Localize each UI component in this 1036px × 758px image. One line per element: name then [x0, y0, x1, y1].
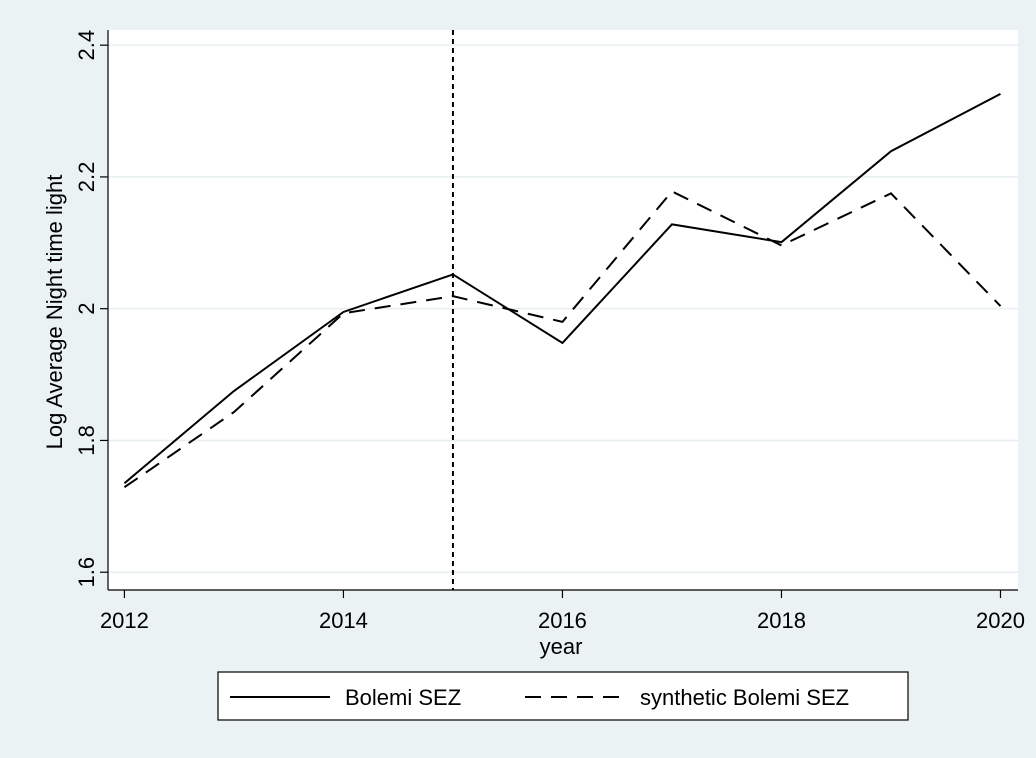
x-axis-title: year: [540, 634, 583, 659]
series-line: [123, 190, 1002, 489]
series-line: [123, 93, 1001, 485]
x-tick-label: 2012: [100, 608, 149, 633]
x-tick-label: 2014: [319, 608, 368, 633]
y-tick-label: 1.6: [74, 557, 99, 588]
y-tick-label: 2.2: [74, 162, 99, 193]
x-tick-label: 2020: [976, 608, 1025, 633]
y-tick-label: 2: [74, 303, 99, 315]
x-tick-label: 2016: [538, 608, 587, 633]
y-tick-label: 1.8: [74, 425, 99, 456]
y-axis-title: Log Average Night time light: [42, 175, 67, 450]
x-tick-label: 2018: [757, 608, 806, 633]
plot-area: [108, 30, 1018, 590]
legend-label: synthetic Bolemi SEZ: [640, 685, 849, 710]
legend-label: Bolemi SEZ: [345, 685, 461, 710]
y-tick-label: 2.4: [74, 30, 99, 61]
